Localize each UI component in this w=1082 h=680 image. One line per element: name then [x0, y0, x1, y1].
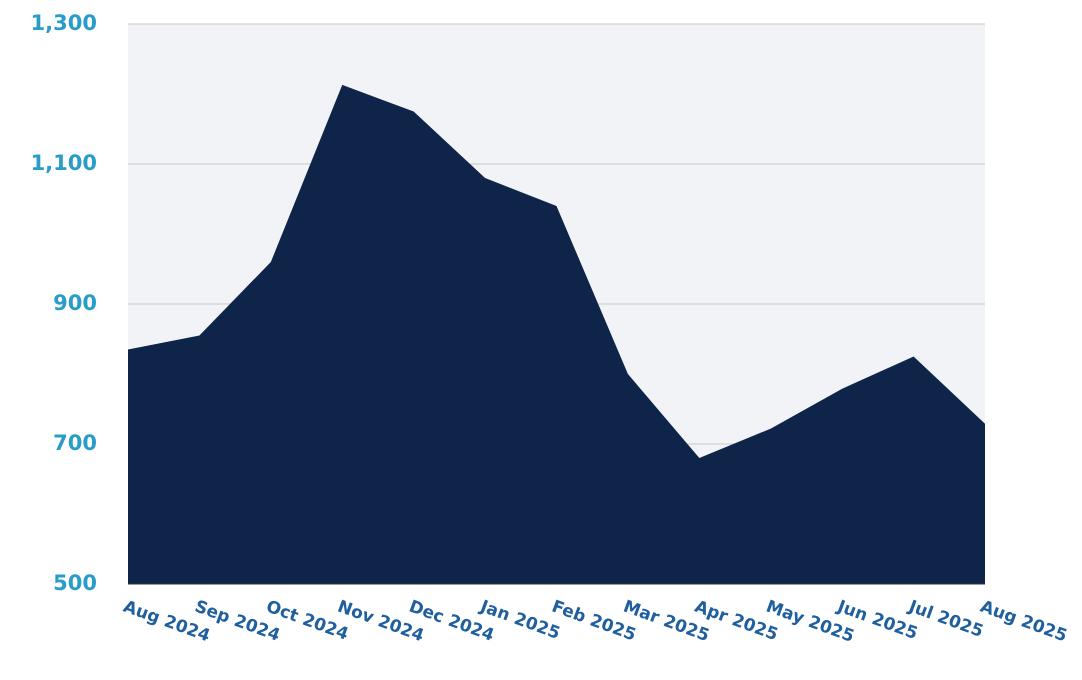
x-tick-label: Jul 2025	[905, 596, 986, 642]
y-tick-label: 1,100	[31, 151, 97, 175]
y-tick-label: 500	[53, 571, 97, 595]
y-tick-label: 900	[53, 291, 97, 315]
x-tick-label: Aug 2025	[978, 597, 1070, 647]
area	[128, 84, 985, 585]
y-tick-label: 1,300	[31, 11, 97, 35]
y-tick-label: 700	[53, 431, 97, 455]
